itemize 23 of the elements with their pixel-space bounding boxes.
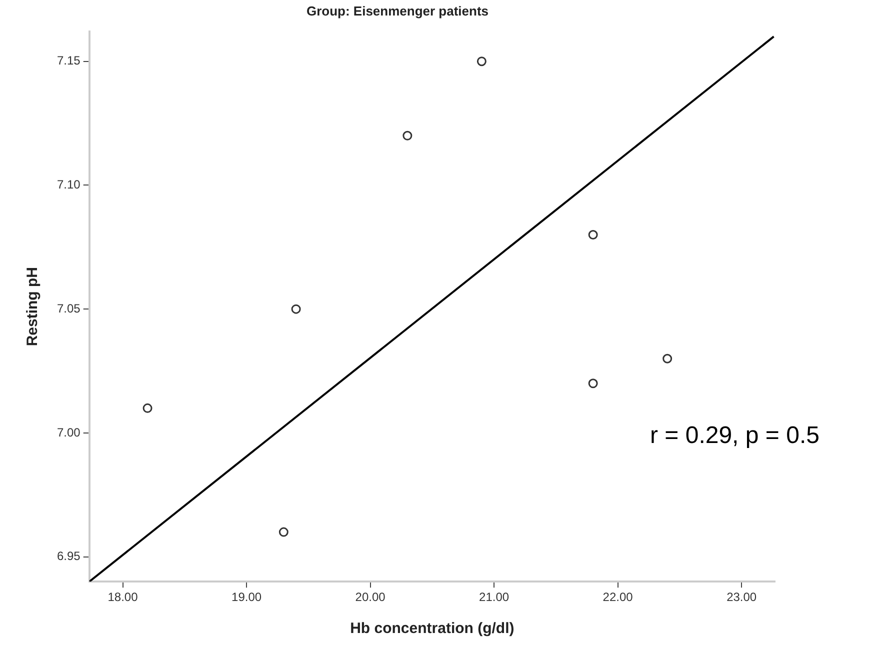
point xyxy=(142,403,152,413)
point xyxy=(476,56,486,66)
y-tick-label: 7.15 xyxy=(56,54,81,68)
x-tick-label: 21.00 xyxy=(479,590,510,604)
y-tick-label: 7.05 xyxy=(56,301,81,316)
x-tick-label: 23.00 xyxy=(726,590,757,604)
chart-title: Group: Eisenmenger patients xyxy=(306,3,489,18)
x-tick-label: 22.00 xyxy=(602,590,634,604)
point xyxy=(402,130,412,140)
annotation: r = 0.29, p = 0.5 xyxy=(650,422,820,450)
point xyxy=(278,527,288,537)
y-tick-label: 7.00 xyxy=(56,425,81,440)
y-tick-label: 7.10 xyxy=(56,178,81,192)
point xyxy=(588,230,598,240)
x-tick-label: 18.00 xyxy=(108,590,138,604)
x-axis-title: Hb concentration (g/dl) xyxy=(350,620,514,638)
point xyxy=(662,354,672,364)
y-tick-label: 6.95 xyxy=(56,549,81,564)
y-axis-title: Resting pH xyxy=(24,267,42,346)
point xyxy=(588,378,598,388)
point xyxy=(291,304,301,314)
x-tick-label: 19.00 xyxy=(232,590,262,604)
x-tick-label: 20.00 xyxy=(355,590,386,604)
